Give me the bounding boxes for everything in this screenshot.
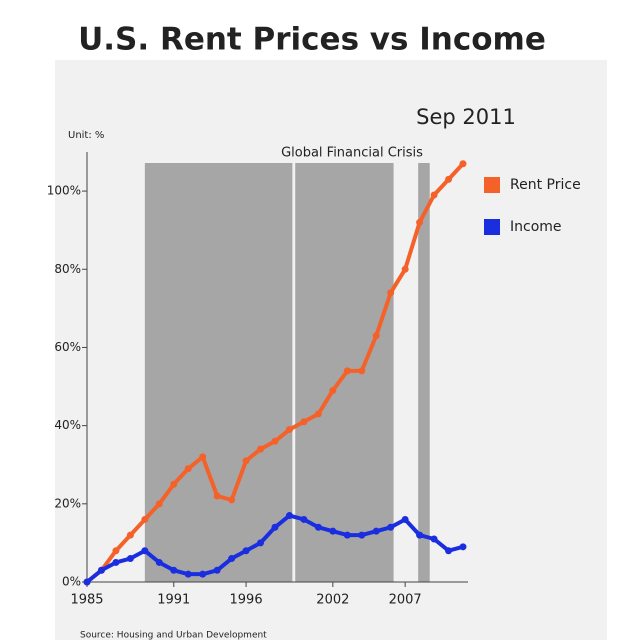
data-point	[329, 386, 337, 394]
data-point	[170, 566, 178, 574]
x-tick-label: 2007	[389, 593, 422, 608]
y-tick-label: 60%	[54, 340, 81, 354]
x-tick-label: 1996	[230, 593, 263, 608]
data-point	[257, 445, 265, 453]
data-point	[416, 531, 424, 539]
legend-swatch	[484, 219, 500, 235]
shaded-band	[144, 163, 293, 582]
y-tick-label: 100%	[47, 184, 81, 198]
data-point	[300, 418, 308, 426]
data-point	[155, 558, 163, 566]
data-point	[141, 515, 149, 523]
data-point	[228, 555, 236, 563]
data-point	[228, 496, 236, 504]
data-point	[184, 465, 192, 473]
y-tick-label: 20%	[54, 496, 81, 510]
data-point	[285, 426, 293, 434]
x-tick-label: 1991	[157, 593, 190, 608]
date-label: Sep 2011	[416, 105, 516, 129]
data-point	[445, 175, 453, 183]
data-point	[126, 531, 134, 539]
data-point	[213, 566, 221, 574]
data-point	[112, 558, 120, 566]
shaded-band	[418, 163, 430, 582]
y-tick-label: 0%	[62, 575, 81, 589]
data-point	[271, 523, 279, 531]
data-point	[184, 570, 192, 578]
data-point	[271, 437, 279, 445]
legend-swatch	[484, 177, 500, 193]
data-point	[387, 289, 395, 297]
unit-label: Unit: %	[68, 130, 104, 141]
data-point	[126, 555, 134, 563]
data-point	[213, 492, 221, 500]
y-tick-label: 40%	[54, 418, 81, 432]
data-point	[199, 570, 207, 578]
data-point	[387, 523, 395, 531]
data-point	[285, 512, 293, 520]
data-point	[372, 332, 380, 340]
data-point	[257, 539, 265, 547]
data-point	[343, 367, 351, 375]
data-point	[430, 191, 438, 199]
y-tick-label: 80%	[54, 262, 81, 276]
crisis-label: Global Financial Crisis	[281, 146, 423, 161]
x-tick-label: 2002	[316, 593, 349, 608]
data-point	[97, 566, 105, 574]
chart-title: U.S. Rent Prices vs Income	[78, 22, 546, 58]
x-tick-label: 1985	[70, 593, 103, 608]
data-point	[445, 547, 453, 555]
data-point	[242, 547, 250, 555]
data-point	[242, 457, 250, 465]
data-point	[430, 535, 438, 543]
data-point	[155, 500, 163, 508]
data-point	[358, 367, 366, 375]
data-point	[416, 218, 424, 226]
data-point	[314, 523, 322, 531]
data-point	[83, 578, 91, 586]
data-point	[358, 531, 366, 539]
legend-label: Rent Price	[510, 177, 581, 193]
data-point	[314, 410, 322, 418]
data-point	[141, 547, 149, 555]
data-point	[199, 453, 207, 461]
data-point	[343, 531, 351, 539]
source-label: Source: Housing and Urban Development	[80, 631, 267, 640]
data-point	[300, 515, 308, 523]
data-point	[372, 527, 380, 535]
data-point	[170, 480, 178, 488]
data-point	[329, 527, 337, 535]
legend-label: Income	[510, 219, 562, 235]
data-point	[459, 543, 467, 551]
data-point	[459, 160, 467, 168]
data-point	[401, 265, 409, 273]
data-point	[401, 515, 409, 523]
data-point	[112, 547, 120, 555]
